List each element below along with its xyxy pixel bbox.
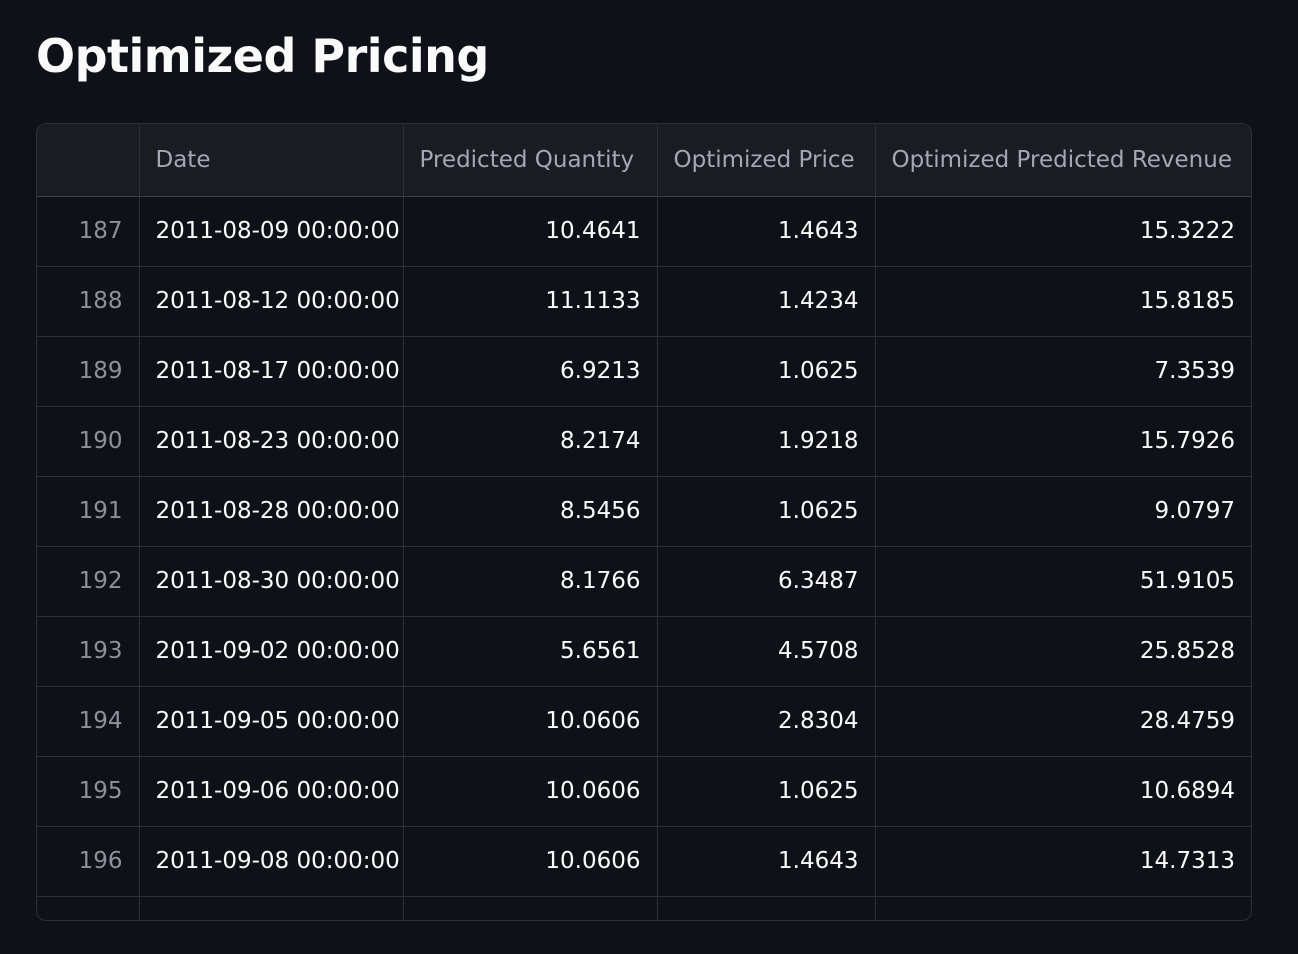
pricing-table: Date Predicted Quantity Optimized Price …: [37, 124, 1251, 920]
optimized-revenue-cell[interactable]: 28.4759: [875, 686, 1251, 757]
optimized-revenue-cell[interactable]: 15.7926: [875, 406, 1251, 477]
optimized-revenue-cell[interactable]: 25.8528: [875, 616, 1251, 687]
row-index-cell[interactable]: 195: [37, 756, 140, 827]
empty-cell: [875, 896, 1251, 920]
date-cell[interactable]: 2011-08-17 00:00:00: [139, 336, 404, 407]
column-header-date[interactable]: Date: [139, 124, 404, 197]
optimized-price-cell[interactable]: 1.9218: [657, 406, 876, 477]
optimized-revenue-cell[interactable]: 51.9105: [875, 546, 1251, 617]
empty-cell: [657, 896, 876, 920]
column-header-predicted-quantity[interactable]: Predicted Quantity: [403, 124, 658, 197]
column-header-index[interactable]: [37, 124, 140, 197]
date-cell[interactable]: 2011-08-23 00:00:00: [139, 406, 404, 477]
empty-cell: [139, 896, 404, 920]
table-row: 187 2011-08-09 00:00:00 10.4641 1.4643 15.32…: [37, 196, 1251, 267]
optimized-revenue-cell[interactable]: 15.8185: [875, 266, 1251, 337]
date-cell[interactable]: 2011-09-05 00:00:00: [139, 686, 404, 757]
predicted-quantity-cell[interactable]: 10.0606: [403, 686, 658, 757]
row-index-cell[interactable]: 190: [37, 406, 140, 477]
table-row: 192 2011-08-30 00:00:00 8.1766 6.3487 51.910…: [37, 546, 1251, 617]
row-index-cell[interactable]: 188: [37, 266, 140, 337]
predicted-quantity-cell[interactable]: 11.1133: [403, 266, 658, 337]
predicted-quantity-cell[interactable]: 10.4641: [403, 196, 658, 267]
empty-cell: [37, 896, 140, 920]
table-row: 191 2011-08-28 00:00:00 8.5456 1.0625 9.0797: [37, 476, 1251, 547]
table-row: 193 2011-09-02 00:00:00 5.6561 4.5708 25.852…: [37, 616, 1251, 687]
optimized-price-cell[interactable]: 1.4234: [657, 266, 876, 337]
optimized-price-cell[interactable]: 1.0625: [657, 476, 876, 547]
row-index-cell[interactable]: 192: [37, 546, 140, 617]
date-cell[interactable]: 2011-08-28 00:00:00: [139, 476, 404, 547]
optimized-price-cell[interactable]: 4.5708: [657, 616, 876, 687]
header-row: Date Predicted Quantity Optimized Price …: [37, 124, 1251, 197]
optimized-revenue-cell[interactable]: 9.0797: [875, 476, 1251, 547]
optimized-price-cell[interactable]: 1.0625: [657, 756, 876, 827]
optimized-revenue-cell[interactable]: 14.7313: [875, 826, 1251, 897]
row-index-cell[interactable]: 193: [37, 616, 140, 687]
optimized-price-cell[interactable]: 1.0625: [657, 336, 876, 407]
table-row: 195 2011-09-06 00:00:00 10.0606 1.0625 10.68…: [37, 756, 1251, 827]
predicted-quantity-cell[interactable]: 8.2174: [403, 406, 658, 477]
empty-cell: [403, 896, 658, 920]
predicted-quantity-cell[interactable]: 5.6561: [403, 616, 658, 687]
predicted-quantity-cell[interactable]: 10.0606: [403, 826, 658, 897]
table-row-partial: [37, 896, 1251, 920]
optimized-revenue-cell[interactable]: 10.6894: [875, 756, 1251, 827]
optimized-revenue-cell[interactable]: 15.3222: [875, 196, 1251, 267]
page-title: Optimized Pricing: [36, 29, 489, 83]
table-row: 190 2011-08-23 00:00:00 8.2174 1.9218 15.792…: [37, 406, 1251, 477]
column-header-optimized-price[interactable]: Optimized Price: [657, 124, 876, 197]
table-row: 189 2011-08-17 00:00:00 6.9213 1.0625 7.3539: [37, 336, 1251, 407]
optimized-price-cell[interactable]: 1.4643: [657, 196, 876, 267]
predicted-quantity-cell[interactable]: 6.9213: [403, 336, 658, 407]
date-cell[interactable]: 2011-08-12 00:00:00: [139, 266, 404, 337]
predicted-quantity-cell[interactable]: 8.5456: [403, 476, 658, 547]
predicted-quantity-cell[interactable]: 8.1766: [403, 546, 658, 617]
dataframe[interactable]: Date Predicted Quantity Optimized Price …: [36, 123, 1252, 921]
table-row: 196 2011-09-08 00:00:00 10.0606 1.4643 14.73…: [37, 826, 1251, 897]
predicted-quantity-cell[interactable]: 10.0606: [403, 756, 658, 827]
date-cell[interactable]: 2011-08-30 00:00:00: [139, 546, 404, 617]
row-index-cell[interactable]: 189: [37, 336, 140, 407]
date-cell[interactable]: 2011-09-08 00:00:00: [139, 826, 404, 897]
row-index-cell[interactable]: 191: [37, 476, 140, 547]
optimized-revenue-cell[interactable]: 7.3539: [875, 336, 1251, 407]
column-header-optimized-predicted-revenue[interactable]: Optimized Predicted Revenue: [875, 124, 1251, 197]
table-body: 187 2011-08-09 00:00:00 10.4641 1.4643 15.32…: [37, 196, 1251, 920]
date-cell[interactable]: 2011-08-09 00:00:00: [139, 196, 404, 267]
optimized-price-cell[interactable]: 6.3487: [657, 546, 876, 617]
table-row: 194 2011-09-05 00:00:00 10.0606 2.8304 28.47…: [37, 686, 1251, 757]
table-row: 188 2011-08-12 00:00:00 11.1133 1.4234 15.81…: [37, 266, 1251, 337]
optimized-price-cell[interactable]: 2.8304: [657, 686, 876, 757]
row-index-cell[interactable]: 194: [37, 686, 140, 757]
row-index-cell[interactable]: 187: [37, 196, 140, 267]
row-index-cell[interactable]: 196: [37, 826, 140, 897]
date-cell[interactable]: 2011-09-06 00:00:00: [139, 756, 404, 827]
optimized-price-cell[interactable]: 1.4643: [657, 826, 876, 897]
date-cell[interactable]: 2011-09-02 00:00:00: [139, 616, 404, 687]
